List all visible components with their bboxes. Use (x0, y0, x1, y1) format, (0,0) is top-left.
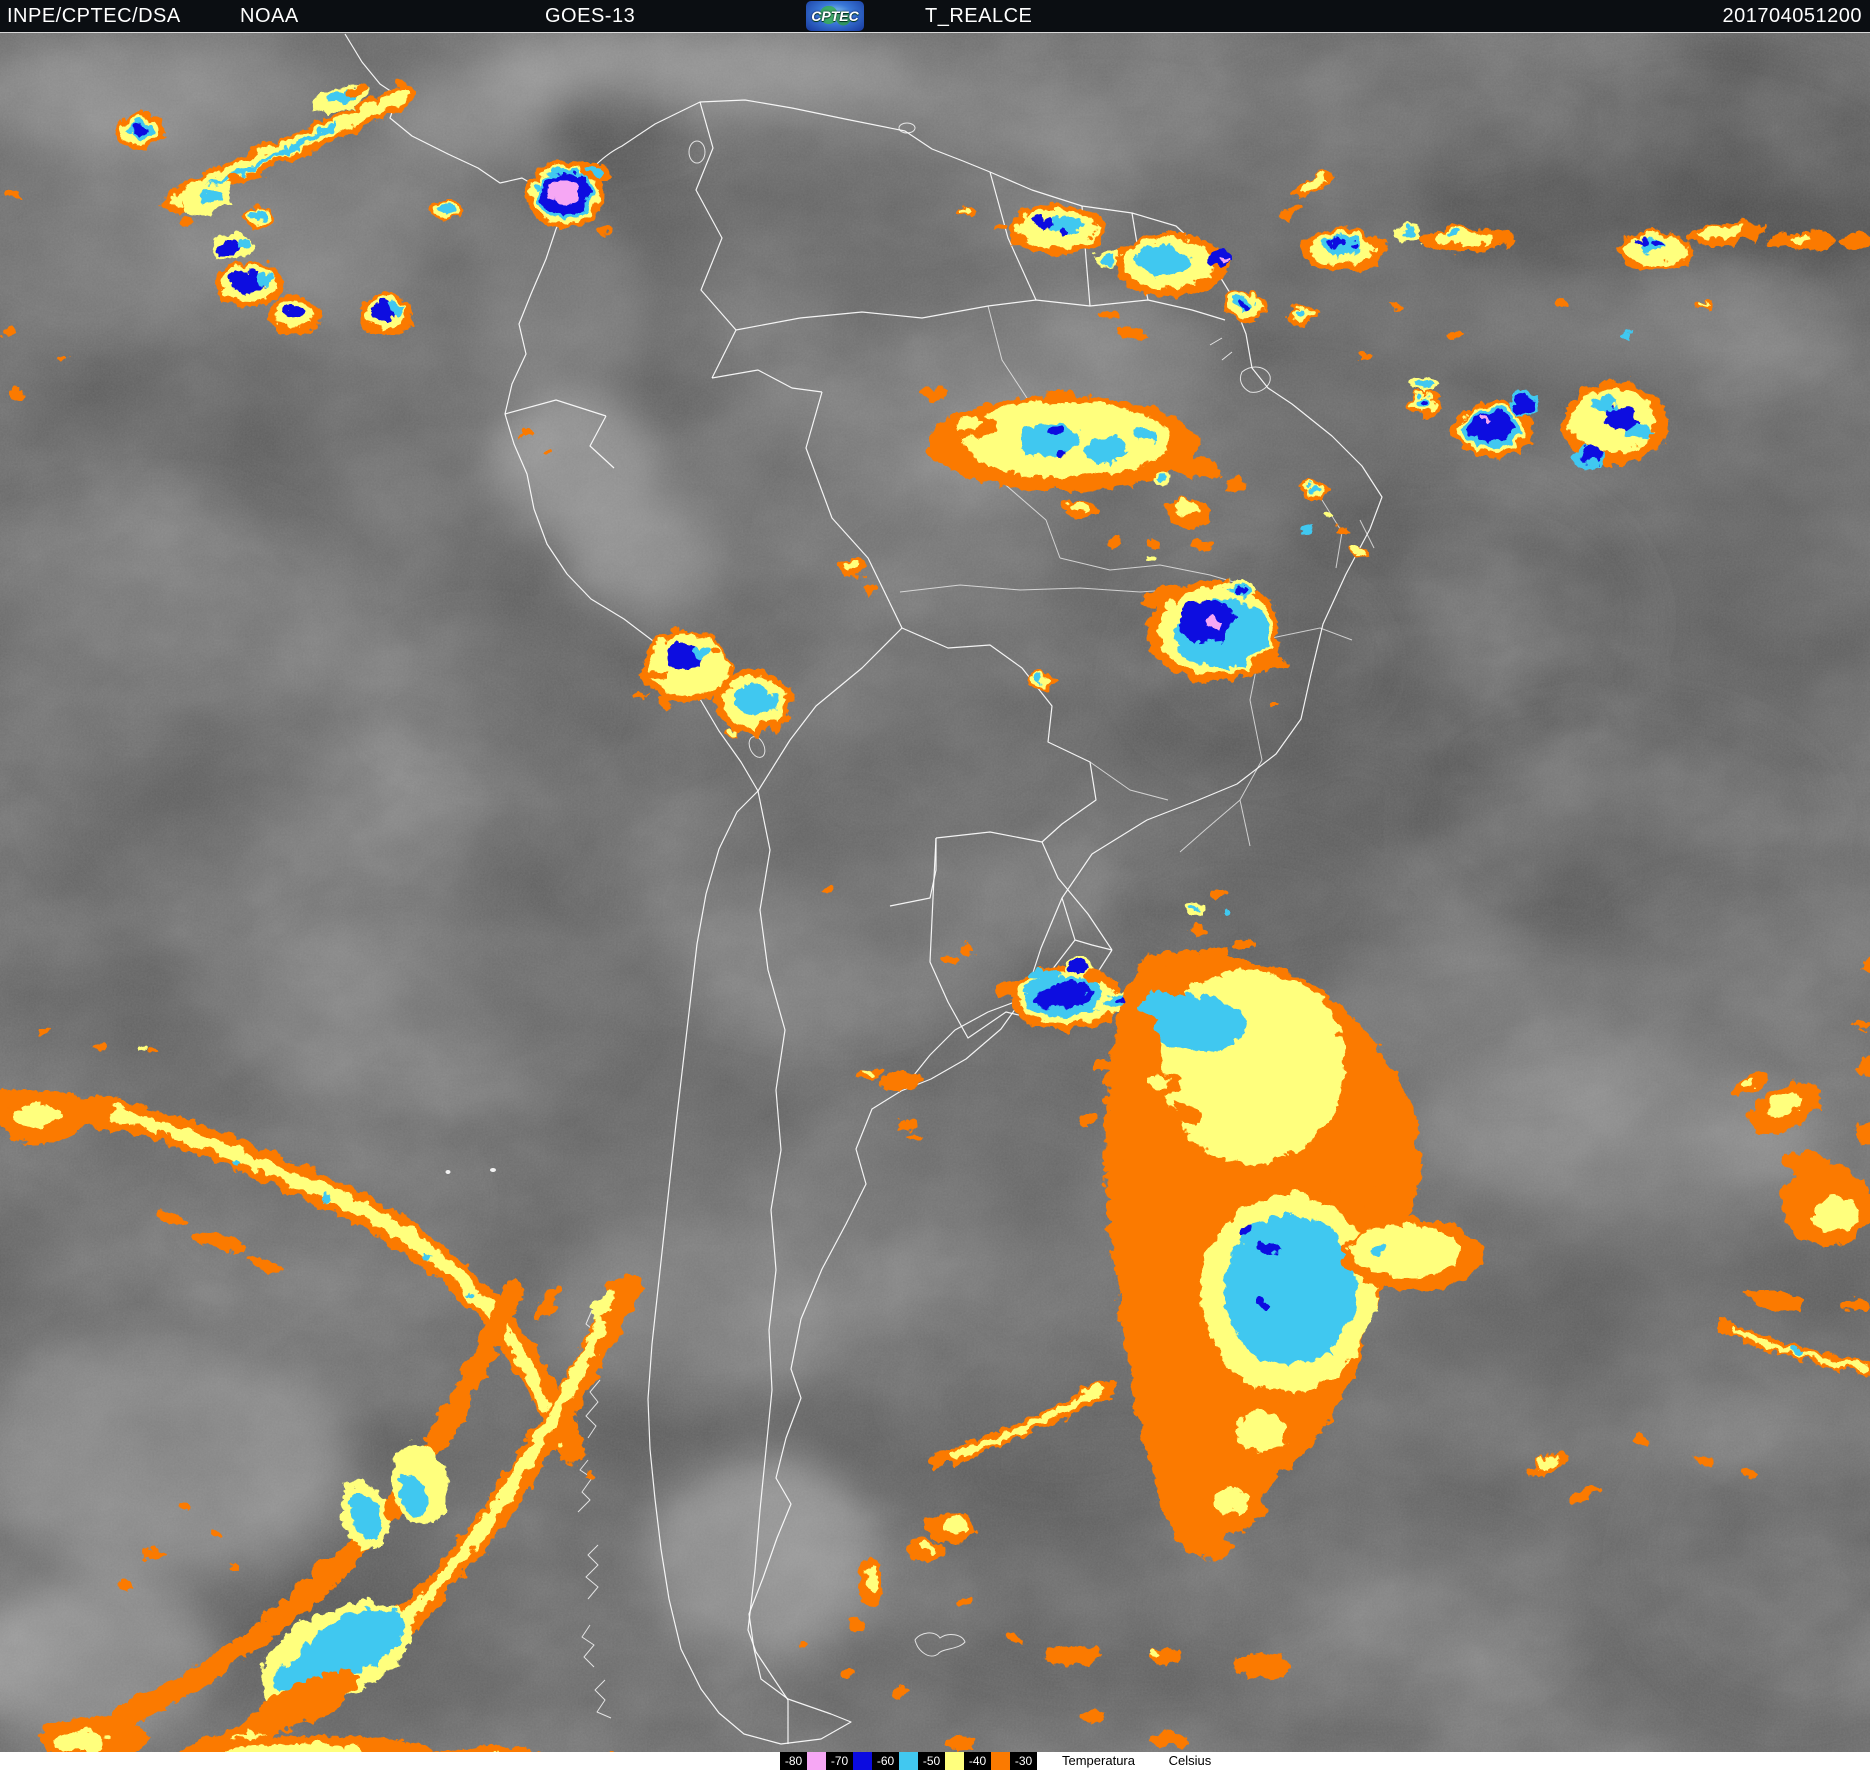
agency-label: INPE/CPTEC/DSA (7, 5, 181, 27)
timestamp-label: 201704051200 (1722, 5, 1862, 27)
legend-strip: -80 -70 -60 -50 -40 -30 Temperatura Cels… (0, 1752, 1870, 1770)
ecuador-borders (504, 399, 615, 469)
convection-overlay (0, 80, 1870, 1752)
scale-tick: -30 (1010, 1752, 1037, 1770)
marajo-island-outline (1209, 337, 1271, 393)
legend-title-word: Celsius (1168, 1753, 1212, 1768)
satellite-map-canvas (0, 32, 1870, 1752)
central-brazil-storm (836, 478, 1365, 705)
chile-argentina-border (747, 790, 789, 1744)
lake-maracaibo-outline (688, 140, 706, 164)
patagonia-atlantic-cells (794, 1377, 1286, 1747)
scale-swatch-yellow (945, 1752, 964, 1770)
satellite-label: GOES-13 (545, 5, 636, 27)
para-convective-cluster (920, 385, 1242, 560)
lake-titicaca-outline (748, 736, 766, 758)
peru-bolivia-border (757, 627, 903, 792)
pacific-itcz-cluster (0, 80, 462, 396)
southwest-frontal-arcs (35, 1271, 639, 1752)
southeast-brazil-frontal-system (818, 884, 1480, 1557)
north-brazil-border (735, 299, 1226, 331)
temperature-scale: -80 -70 -60 -50 -40 -30 (780, 1752, 1037, 1770)
header-divider (0, 32, 1870, 33)
bolivia-argentina-border (889, 838, 937, 907)
colombia-cold-storm (516, 158, 607, 455)
scale-swatch-blue (853, 1752, 872, 1770)
south-america-coastline (504, 99, 1383, 1745)
scale-swatch-pink (807, 1752, 826, 1770)
scale-tick: -40 (964, 1752, 991, 1770)
cptec-logo-icon: CPTEC (806, 1, 864, 31)
amazon-itcz-band (955, 169, 1868, 466)
falkland-islands-outline (914, 1632, 966, 1657)
legend-title-word: Temperatura (1062, 1753, 1135, 1768)
pacific-frontal-band (0, 1027, 581, 1460)
network-label: NOAA (240, 5, 299, 27)
peru-storms (635, 628, 790, 736)
peru-brazil-border (711, 369, 903, 629)
product-label: T_REALCE (925, 5, 1033, 27)
title-bar: INPE/CPTEC/DSA NOAA GOES-13 CPTEC T_REAL… (0, 0, 1870, 32)
scale-tick: -50 (918, 1752, 945, 1770)
country-borders (344, 33, 1383, 1745)
east-atlantic-arcs (1526, 956, 1870, 1502)
trinidad-outline (898, 122, 916, 134)
brazil-state-borders (899, 305, 1375, 853)
scale-tick: -80 (780, 1752, 807, 1770)
bolivia-brazil-border (901, 627, 1097, 843)
legend-title: Temperatura Celsius (1062, 1752, 1241, 1770)
scale-tick: -70 (826, 1752, 853, 1770)
scale-swatch-orange (991, 1752, 1010, 1770)
cptec-logo-text: CPTEC (811, 8, 859, 24)
scale-tick: -60 (872, 1752, 899, 1770)
ocean-specks (445, 1168, 496, 1174)
satellite-map (0, 32, 1870, 1752)
scale-swatch-cyan (899, 1752, 918, 1770)
